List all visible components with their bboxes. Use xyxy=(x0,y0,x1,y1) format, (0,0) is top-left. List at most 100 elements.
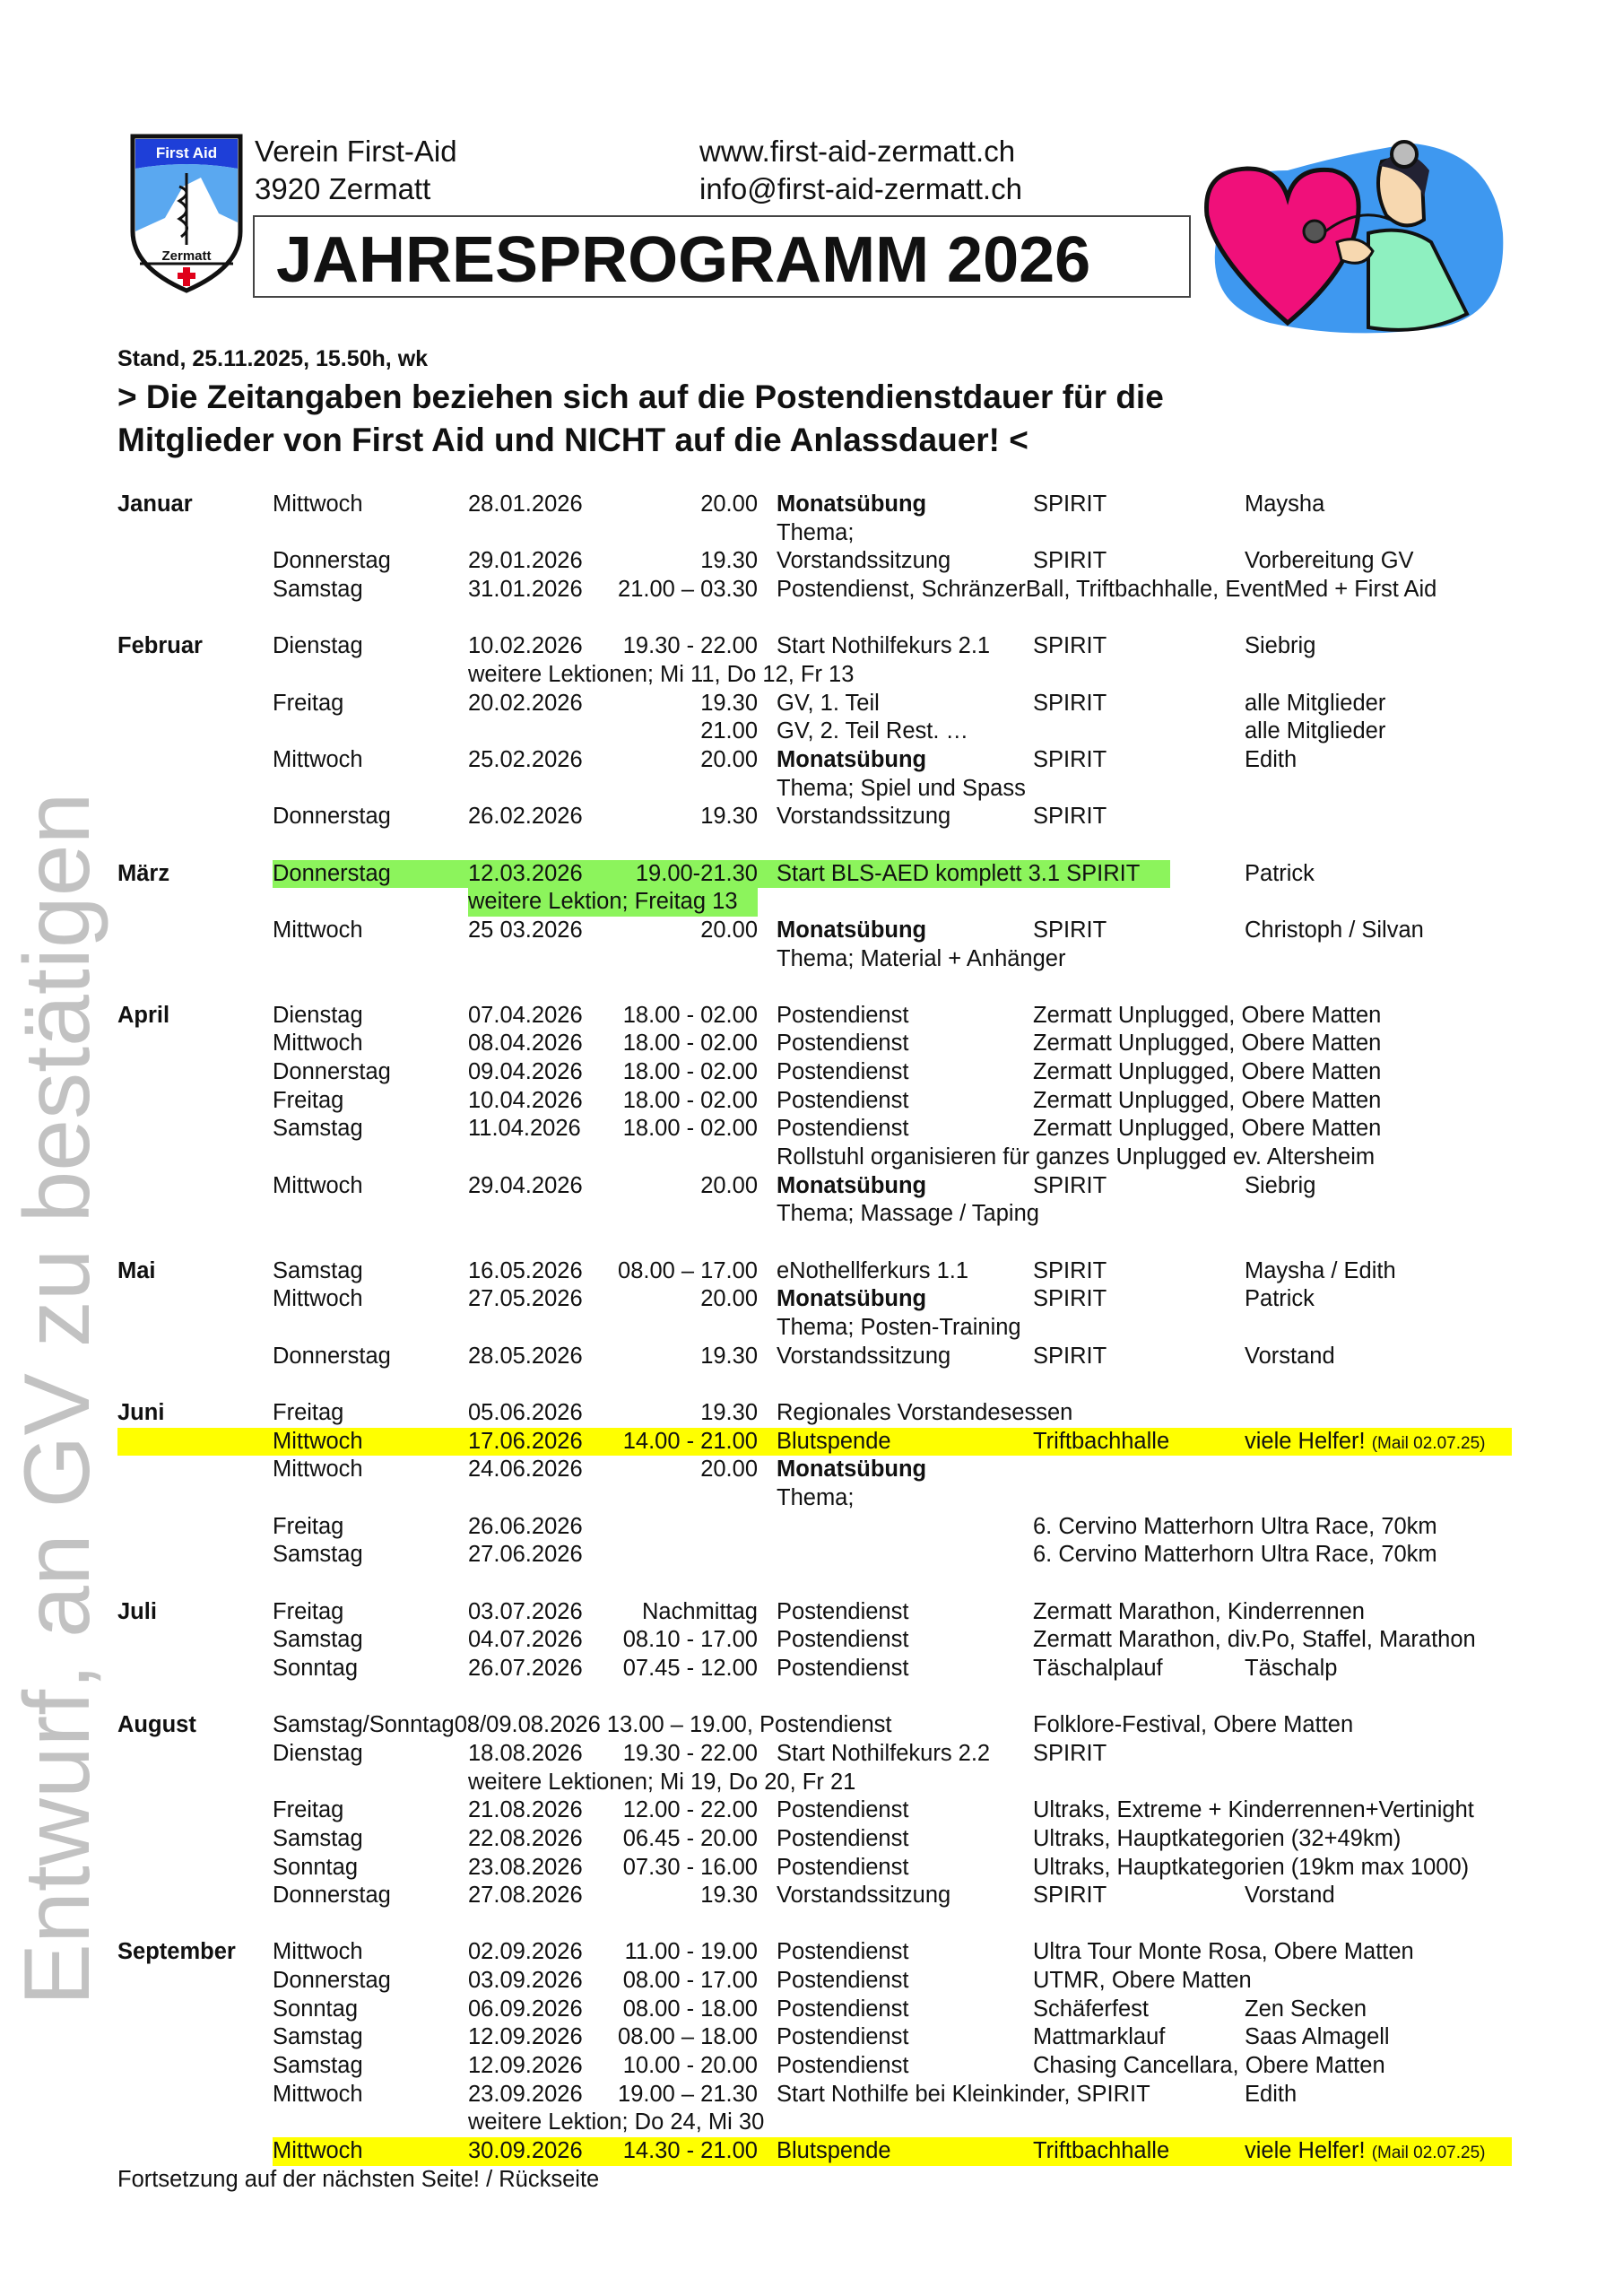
org-city: 3920 Zermatt xyxy=(255,172,431,205)
event-title: Postendienst xyxy=(777,2024,909,2050)
weekday: Sonntag xyxy=(273,1655,359,1681)
event-title: Vorstandssitzung xyxy=(777,804,951,830)
event-time: 08.00 - 18.00 xyxy=(622,1996,758,2022)
event-contact: Siebrig xyxy=(1245,633,1316,659)
schedule-row: Freitag 20.02.2026 19.30 GV, 1. Teil SPIRIT a… xyxy=(0,690,1623,718)
event-time: 08.00 – 17.00 xyxy=(618,1257,758,1283)
event-time: 11.00 - 19.00 xyxy=(624,1939,758,1965)
event-time: 19.00-21.30 xyxy=(635,860,758,886)
event-title: eNothellferkurs 1.1 xyxy=(777,1257,969,1283)
event-title: Vorstandssitzung xyxy=(777,1343,951,1369)
weekday: Mittwoch xyxy=(273,917,363,943)
event-location: Zermatt Unplugged, Obere Matten xyxy=(1033,1002,1382,1028)
weekday: Mittwoch xyxy=(273,2081,363,2107)
event-title: Postendienst xyxy=(777,1598,909,1624)
weekday: Samstag xyxy=(273,1257,363,1283)
schedule-row: Mittwoch 30.09.2026 14.30 - 21.00 Blutspend… xyxy=(0,2137,1623,2166)
event-time: 12.00 - 22.00 xyxy=(622,1797,758,1823)
lesson-note: weitere Lektion; Do 24, Mi 30 xyxy=(468,2109,765,2135)
event-location: Zermatt Unplugged, Obere Matten xyxy=(1033,1031,1382,1057)
event-title: Postendienst, SchränzerBall, Triftbachha… xyxy=(777,576,1437,602)
event-title: Monatsübung xyxy=(777,1172,927,1198)
event-location: UTMR, Obere Matten xyxy=(1033,1968,1252,1994)
event-location: SPIRIT xyxy=(1033,690,1107,716)
event-time: 21.00 – 03.30 xyxy=(618,576,758,602)
event-time: 10.00 - 20.00 xyxy=(622,2053,758,2079)
event-date: 20.02.2026 xyxy=(468,690,583,716)
schedule-row: Donnerstag 26.02.2026 19.30 Vorstandssitzun… xyxy=(0,803,1623,831)
event-contact-group: viele Helfer! (Mail 02.07.25) xyxy=(1245,1428,1485,1458)
weekday: Mittwoch xyxy=(273,491,363,517)
event-date: 10.04.2026 xyxy=(468,1087,583,1113)
schedule-row: 21.00 GV, 2. Teil Rest. … alle Mitglieder xyxy=(0,718,1623,746)
doctor-heart-clipart xyxy=(1204,140,1504,334)
schedule-row: Rollstuhl organisieren für ganzes Unplug… xyxy=(0,1144,1623,1172)
schedule-row: Mittwoch 25 03.2026 20.00 Monatsübung SPIRIT… xyxy=(0,917,1623,945)
weekday: Freitag xyxy=(273,1797,344,1823)
schedule-row: Donnerstag 28.05.2026 19.30 Vorstandssitzun… xyxy=(0,1343,1623,1371)
weekday: Mittwoch xyxy=(273,2138,363,2164)
weekday: Mittwoch xyxy=(273,1939,363,1965)
event-time: Nachmittag xyxy=(642,1598,758,1624)
schedule-row: Samstag 11.04.2026 18.00 - 02.00 Postendien… xyxy=(0,1115,1623,1144)
event-date: 09.04.2026 xyxy=(468,1059,583,1085)
weekday: Dienstag xyxy=(273,1740,363,1766)
month-label: Juli xyxy=(117,1598,157,1624)
schedule-row: August Samstag/Sonntag08/09.08.2026 13.00… xyxy=(0,1711,1623,1740)
event-contact: viele Helfer! xyxy=(1245,2138,1366,2164)
event-contact-group: viele Helfer! (Mail 02.07.25) xyxy=(1245,2137,1485,2168)
schedule-row: Freitag 21.08.2026 12.00 - 22.00 Postendien… xyxy=(0,1796,1623,1825)
event-date: 21.08.2026 xyxy=(468,1797,583,1823)
event-location: Täschalplauf xyxy=(1033,1655,1163,1681)
schedule-row: Mittwoch 24.06.2026 20.00 Monatsübung xyxy=(0,1456,1623,1484)
event-contact: Siebrig xyxy=(1245,1172,1316,1198)
schedule-row: Donnerstag 29.01.2026 19.30 Vorstandssitzun… xyxy=(0,547,1623,576)
event-contact: Zen Secken xyxy=(1245,1996,1367,2022)
weekday: Freitag xyxy=(273,1513,344,1539)
event-date: 23.09.2026 xyxy=(468,2081,583,2107)
weekday: Sonntag xyxy=(273,1854,359,1880)
svg-text:Zermatt: Zermatt xyxy=(161,248,211,264)
schedule-table: Januar Mittwoch 28.01.2026 20.00 Monatsübung… xyxy=(0,491,1623,2194)
event-contact: Maysha / Edith xyxy=(1245,1257,1396,1283)
event-location: SPIRIT xyxy=(1033,1343,1107,1369)
event-contact: alle Mitglieder xyxy=(1245,718,1386,744)
schedule-row: Februar Dienstag 10.02.2026 19.30 - 22.00 St… xyxy=(0,632,1623,661)
schedule-row: April Dienstag 07.04.2026 18.00 - 02.00 Post… xyxy=(0,1002,1623,1031)
headline-line-1: > Die Zeitangaben beziehen sich auf die … xyxy=(117,378,1164,415)
weekday: Donnerstag xyxy=(273,804,391,830)
event-contact: Saas Almagell xyxy=(1245,2024,1390,2050)
event-title: Postendienst xyxy=(777,2053,909,2079)
schedule-row: Donnerstag 27.08.2026 19.30 Vorstandssitzun… xyxy=(0,1882,1623,1910)
event-contact: alle Mitglieder xyxy=(1245,690,1386,716)
event-title: GV, 1. Teil xyxy=(777,690,880,716)
weekday: Mittwoch xyxy=(273,1428,363,1454)
event-title: Postendienst xyxy=(777,1116,909,1142)
event-title: Postendienst xyxy=(777,1655,909,1681)
svg-text:First Aid: First Aid xyxy=(156,144,217,161)
weekday: Dienstag xyxy=(273,1002,363,1028)
event-title: Postendienst xyxy=(777,1797,909,1823)
weekday: Dienstag xyxy=(273,633,363,659)
event-location: Zermatt Unplugged, Obere Matten xyxy=(1033,1059,1382,1085)
event-title: Postendienst xyxy=(777,1996,909,2022)
event-location: 6. Cervino Matterhorn Ultra Race, 70km xyxy=(1033,1542,1437,1568)
highlight-marker xyxy=(273,859,1170,889)
event-time: 19.30 xyxy=(700,548,758,574)
weekday: Donnerstag xyxy=(273,1968,391,1994)
schedule-row: Mittwoch 29.04.2026 20.00 Monatsübung SPIRIT… xyxy=(0,1172,1623,1201)
event-date: 03.07.2026 xyxy=(468,1598,583,1624)
event-time: 07.45 - 12.00 xyxy=(622,1655,758,1681)
event-time: 08.10 - 17.00 xyxy=(622,1627,758,1653)
mail-reference: (Mail 02.07.25) xyxy=(1371,2144,1486,2163)
website-link[interactable]: www.first-aid-zermatt.ch xyxy=(699,135,1016,168)
schedule-row: weitere Lektionen; Mi 19, Do 20, Fr 21 xyxy=(0,1769,1623,1797)
schedule-row: Mittwoch 27.05.2026 20.00 Monatsübung SPIRIT… xyxy=(0,1285,1623,1314)
weekday: Donnerstag xyxy=(273,548,391,574)
email-link[interactable]: info@first-aid-zermatt.ch xyxy=(699,172,1022,205)
event-title: Monatsübung xyxy=(777,1457,927,1483)
event-date: 26.07.2026 xyxy=(468,1655,583,1681)
weekday: Mittwoch xyxy=(273,746,363,772)
event-date: 24.06.2026 xyxy=(468,1457,583,1483)
schedule-row: Dienstag 18.08.2026 19.30 - 22.00 Start Not… xyxy=(0,1740,1623,1769)
